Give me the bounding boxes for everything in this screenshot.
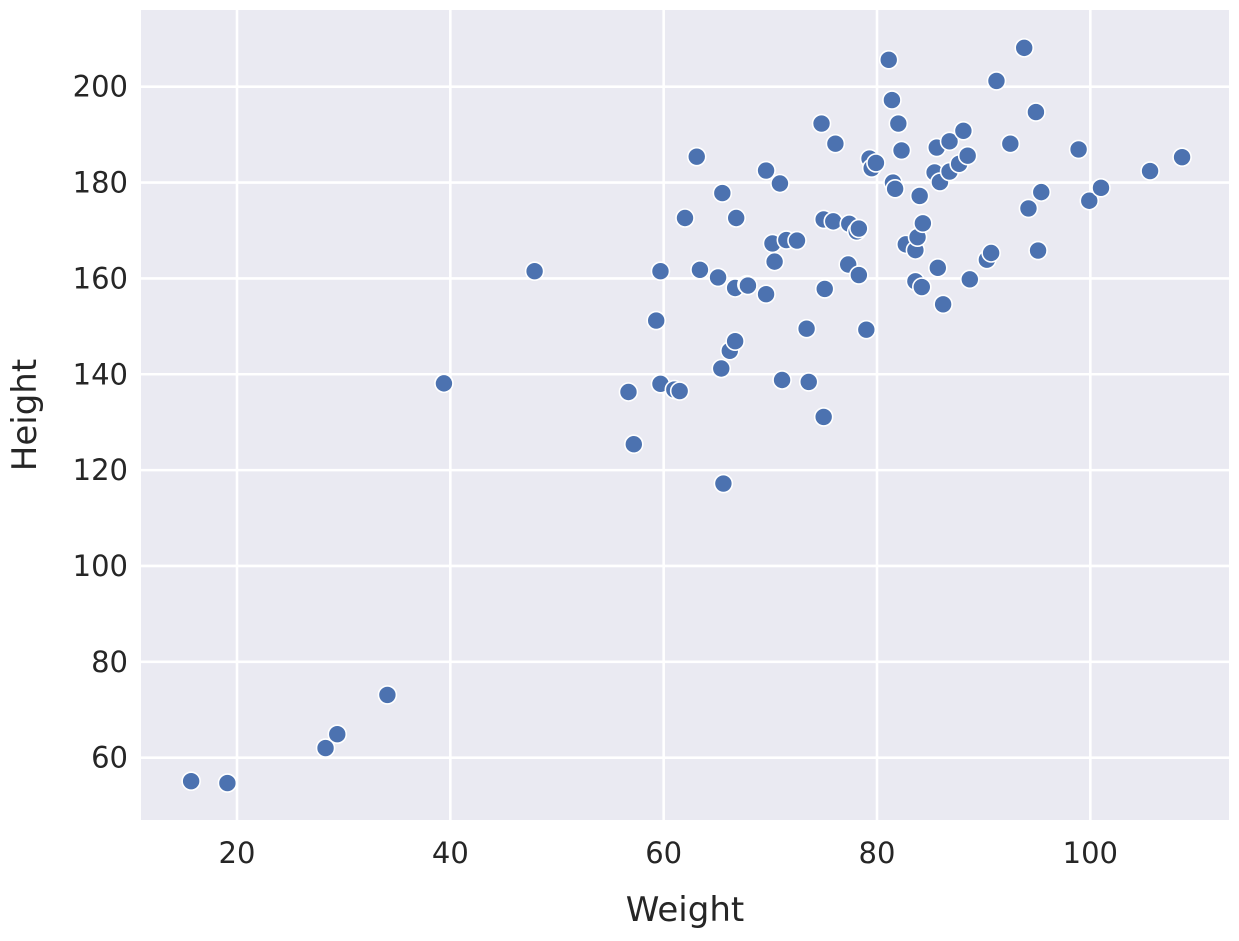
data-point bbox=[434, 373, 454, 394]
data-point bbox=[1079, 190, 1100, 211]
data-point bbox=[1068, 139, 1089, 160]
data-point bbox=[669, 381, 690, 401]
data-point bbox=[1014, 38, 1034, 58]
data-point bbox=[849, 218, 869, 239]
data-point bbox=[725, 331, 745, 351]
x-tick-label: 40 bbox=[432, 836, 469, 870]
data-point bbox=[823, 211, 844, 232]
data-point bbox=[1018, 198, 1039, 219]
data-point bbox=[764, 251, 785, 272]
data-point bbox=[957, 145, 978, 166]
data-point bbox=[1031, 182, 1052, 202]
data-point bbox=[708, 267, 728, 288]
data-point bbox=[690, 259, 710, 280]
x-tick-label: 60 bbox=[645, 836, 682, 870]
y-tick-label: 120 bbox=[73, 453, 128, 487]
data-point bbox=[939, 131, 960, 152]
data-point bbox=[814, 279, 835, 299]
data-point bbox=[327, 724, 348, 745]
data-point bbox=[953, 120, 974, 141]
data-point bbox=[959, 269, 980, 290]
data-point bbox=[756, 160, 776, 181]
data-point bbox=[713, 473, 734, 494]
data-point bbox=[1000, 133, 1021, 154]
plot-area bbox=[141, 10, 1229, 820]
data-point bbox=[623, 434, 644, 455]
data-point bbox=[772, 370, 792, 390]
data-point bbox=[712, 183, 733, 203]
y-tick-label: 80 bbox=[91, 645, 128, 679]
data-point bbox=[1091, 178, 1111, 198]
data-point bbox=[981, 243, 1001, 263]
data-point bbox=[618, 382, 639, 402]
data-point bbox=[849, 265, 869, 285]
data-point bbox=[796, 318, 817, 339]
y-tick-label: 160 bbox=[73, 261, 128, 295]
data-point bbox=[181, 771, 201, 791]
data-point bbox=[1028, 240, 1048, 261]
y-tick-label: 180 bbox=[73, 166, 128, 200]
x-tick-label: 100 bbox=[1063, 836, 1118, 870]
data-point bbox=[756, 284, 776, 305]
data-point bbox=[675, 208, 695, 228]
data-point bbox=[798, 372, 819, 392]
data-point bbox=[524, 261, 545, 282]
y-tick-label: 100 bbox=[73, 549, 128, 583]
data-point bbox=[878, 50, 899, 70]
data-point bbox=[770, 173, 790, 194]
data-point bbox=[738, 275, 758, 296]
data-point bbox=[856, 319, 877, 340]
data-point bbox=[927, 258, 948, 278]
data-point bbox=[811, 113, 832, 134]
data-point bbox=[217, 773, 238, 793]
data-point bbox=[1026, 102, 1046, 122]
data-point bbox=[825, 133, 846, 154]
data-point bbox=[650, 261, 671, 282]
y-tick-label: 60 bbox=[91, 741, 128, 775]
data-point bbox=[891, 140, 912, 161]
data-point bbox=[866, 153, 886, 173]
y-tick-label: 140 bbox=[73, 357, 128, 391]
x-axis-label: Weight bbox=[626, 890, 744, 930]
data-point bbox=[909, 186, 930, 206]
x-tick-labels: 20 40 60 80 100 bbox=[219, 836, 1118, 870]
data-point bbox=[933, 294, 953, 315]
data-point bbox=[813, 407, 834, 427]
data-point bbox=[377, 685, 398, 705]
data-point bbox=[888, 113, 909, 134]
y-tick-labels: 60 80 100 120 140 160 180 200 bbox=[73, 70, 128, 775]
x-tick-label: 80 bbox=[859, 836, 896, 870]
data-point bbox=[882, 90, 902, 110]
x-tick-label: 20 bbox=[219, 836, 256, 870]
data-point bbox=[787, 230, 807, 251]
data-points bbox=[181, 38, 1192, 793]
data-point bbox=[885, 178, 905, 199]
data-point bbox=[913, 213, 933, 234]
grid-lines bbox=[141, 10, 1229, 820]
data-point bbox=[315, 738, 336, 758]
data-point bbox=[711, 358, 732, 379]
data-point bbox=[686, 146, 707, 167]
data-point bbox=[646, 310, 667, 331]
data-point bbox=[986, 71, 1007, 91]
data-point bbox=[1172, 147, 1192, 167]
y-axis-label: Height bbox=[5, 359, 45, 471]
data-point bbox=[911, 277, 932, 297]
data-point bbox=[1140, 161, 1160, 181]
y-tick-label: 200 bbox=[73, 70, 128, 104]
data-point bbox=[726, 208, 747, 228]
